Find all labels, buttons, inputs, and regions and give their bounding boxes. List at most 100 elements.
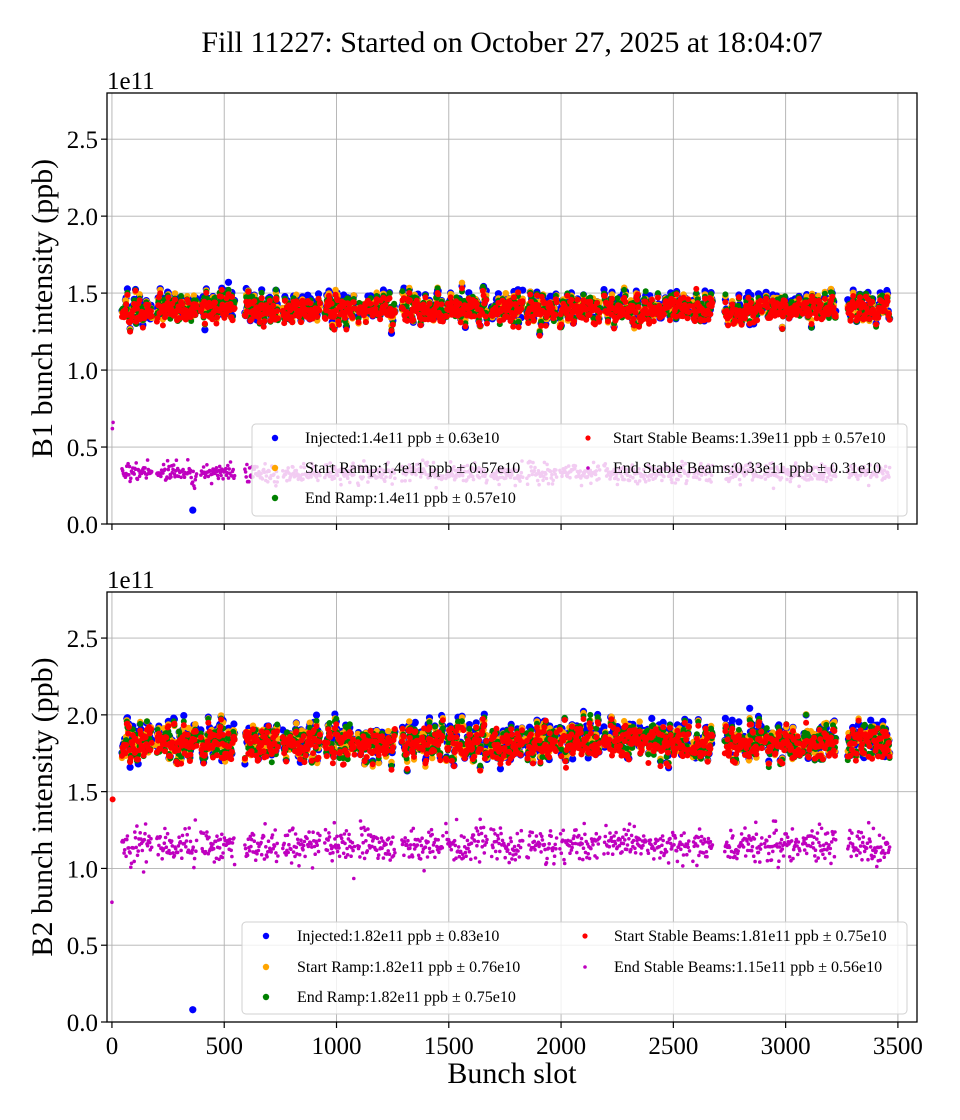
data-point: [163, 467, 167, 472]
data-point: [145, 302, 152, 308]
y-tick-label: 1.5: [67, 281, 98, 308]
data-point: [580, 291, 587, 298]
data-point: [139, 324, 146, 331]
data-point: [179, 475, 183, 480]
data-point: [426, 300, 433, 307]
data-point: [685, 296, 692, 303]
data-point: [228, 293, 235, 300]
data-point: [171, 290, 179, 297]
data-point: [127, 473, 131, 477]
data-point: [214, 466, 219, 470]
data-point: [192, 486, 197, 491]
data-point: [307, 300, 314, 307]
data-point: [227, 467, 231, 471]
data-point: [542, 322, 549, 329]
data-point: [172, 296, 178, 303]
data-point: [127, 464, 132, 469]
data-point: [764, 304, 771, 311]
data-point: [382, 302, 389, 308]
data-point: [707, 311, 714, 318]
data-point: [129, 476, 133, 481]
data-point: [389, 321, 396, 328]
data-point: [281, 297, 288, 304]
data-point: [477, 322, 484, 329]
data-point: [856, 310, 863, 317]
data-point: [435, 291, 442, 298]
data-points: [110, 278, 894, 514]
y-offset-label: 1e11: [107, 68, 155, 95]
data-point: [625, 314, 632, 320]
data-point: [684, 315, 691, 322]
data-point: [201, 326, 209, 334]
data-point: [594, 300, 600, 306]
data-point: [386, 290, 393, 297]
data-point: [650, 318, 657, 325]
data-point: [298, 319, 304, 326]
data-point: [166, 467, 171, 472]
data-point: [406, 290, 413, 296]
data-point: [274, 308, 281, 314]
data-point: [132, 287, 139, 294]
data-point: [226, 463, 230, 468]
data-point: [179, 301, 186, 308]
data-point: [549, 305, 556, 312]
data-point: [231, 467, 235, 472]
data-point: [735, 294, 742, 301]
data-point: [144, 476, 149, 480]
data-point: [219, 473, 223, 478]
data-point: [123, 301, 130, 308]
data-point: [630, 315, 637, 322]
data-point: [634, 291, 641, 298]
data-point: [331, 326, 338, 333]
data-point: [763, 295, 770, 302]
data-point: [410, 316, 417, 323]
data-point: [568, 296, 575, 303]
data-point: [482, 313, 489, 320]
data-point: [406, 297, 413, 304]
data-point: [247, 479, 251, 484]
chart-title: Fill 11227: Started on October 27, 2025 …: [201, 26, 822, 59]
y-tick-label: 2.5: [67, 127, 98, 154]
data-point: [128, 479, 132, 484]
data-point: [391, 309, 398, 316]
data-point: [157, 290, 164, 297]
data-point: [609, 295, 615, 302]
data-point: [203, 289, 210, 296]
data-point: [314, 290, 323, 298]
data-point: [705, 316, 712, 323]
data-point: [272, 286, 279, 293]
data-point: [611, 325, 618, 332]
data-point: [725, 322, 732, 329]
data-point: [343, 326, 350, 333]
data-point: [205, 463, 209, 467]
data-point: [261, 318, 268, 325]
data-point: [377, 316, 384, 323]
data-point: [178, 293, 185, 299]
data-point: [367, 300, 374, 307]
data-point: [314, 313, 321, 320]
data-point: [530, 317, 537, 324]
data-point: [832, 313, 839, 320]
data-point: [722, 299, 729, 306]
data-point: [742, 315, 748, 322]
data-point: [458, 279, 466, 286]
data-point: [552, 311, 559, 318]
data-point: [201, 465, 206, 469]
data-point: [605, 318, 611, 325]
data-point: [161, 462, 166, 467]
data-point: [355, 319, 362, 326]
data-point: [875, 314, 882, 321]
data-point: [136, 291, 143, 298]
data-point: [629, 303, 636, 309]
data-point: [149, 469, 154, 474]
data-point: [228, 460, 233, 464]
data-point: [189, 475, 193, 480]
data-point: [673, 291, 680, 298]
data-point: [796, 295, 803, 302]
data-point: [596, 318, 602, 325]
data-point: [342, 314, 348, 321]
data-point: [536, 332, 543, 339]
data-point: [817, 301, 824, 308]
y-tick-label: 0.0: [67, 512, 98, 539]
data-point: [510, 323, 517, 330]
